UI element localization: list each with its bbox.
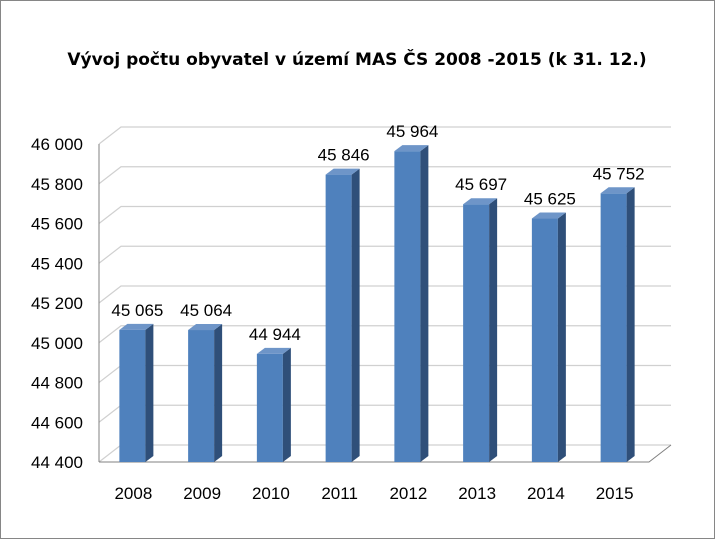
gridline: [98, 126, 671, 145]
x-tick-label: 2015: [596, 484, 634, 503]
y-tick-label: 45 200: [31, 294, 83, 313]
bar: [394, 151, 421, 462]
data-label: 45 065: [111, 301, 163, 320]
data-label: 45 697: [455, 175, 507, 194]
gridline: [98, 245, 671, 264]
y-tick-label: 44 600: [31, 413, 83, 432]
bar-side: [557, 212, 566, 462]
y-tick-label: 44 800: [31, 374, 83, 393]
bar: [463, 204, 490, 462]
y-axis-tick-labels: 44 400 44 600 44 800 45 000 45 200 45 400 45 6…: [31, 135, 83, 472]
y-tick-label: 45 400: [31, 254, 83, 273]
data-label: 44 944: [249, 325, 301, 344]
bar-side: [351, 168, 360, 463]
y-tick-label: 44 400: [31, 453, 83, 472]
gridline: [98, 205, 671, 224]
bar-side: [214, 324, 223, 462]
bar-top: [394, 145, 429, 152]
x-tick-label: 2011: [321, 484, 358, 503]
gridline: [98, 166, 671, 185]
gridline: [98, 404, 671, 423]
data-label: 45 752: [593, 164, 645, 183]
bar: [325, 174, 352, 463]
bar: [600, 193, 627, 463]
bars: [119, 145, 635, 463]
bar-side: [282, 347, 291, 462]
data-labels: 45 065 45 064 44 944 45 846 45 964 45 697 45 6…: [111, 122, 644, 344]
y-tick-label: 46 000: [31, 135, 83, 154]
bar-side: [626, 187, 635, 463]
bar-top: [463, 198, 498, 205]
x-tick-label: 2008: [114, 484, 152, 503]
bar-top: [256, 347, 291, 354]
x-axis-tick-labels: 2008 2009 2010 2011 2012 2013 2014 2015: [114, 484, 633, 503]
gridlines: [98, 126, 671, 463]
bar: [256, 353, 283, 462]
bar: [531, 218, 558, 462]
bar: [188, 330, 215, 462]
y-tick-label: 45 000: [31, 334, 83, 353]
gridline: [98, 325, 671, 344]
bar-top: [325, 168, 360, 175]
y-tick-label: 45 800: [31, 175, 83, 194]
x-tick-label: 2009: [183, 484, 221, 503]
bar-side: [145, 323, 154, 462]
x-tick-label: 2010: [252, 484, 290, 503]
gridline: [98, 364, 671, 383]
bar-top: [188, 324, 223, 331]
bar-top: [119, 323, 154, 330]
x-axis-floor: [99, 444, 672, 463]
gridline: [98, 444, 671, 463]
x-tick-label: 2013: [458, 484, 496, 503]
bar-side: [420, 145, 429, 462]
bar-side: [489, 198, 498, 462]
data-label: 45 625: [524, 190, 576, 209]
y-tick-label: 45 600: [31, 215, 83, 234]
chart-title: Vývoj počtu obyvatel v území MAS ČS 2008…: [67, 48, 646, 70]
bar-top: [600, 187, 635, 194]
x-tick-label: 2012: [389, 484, 427, 503]
x-tick-label: 2014: [527, 484, 565, 503]
data-label: 45 846: [318, 146, 370, 165]
bar-top: [531, 212, 566, 219]
data-label: 45 064: [180, 301, 232, 320]
bar: [119, 329, 146, 462]
data-label: 45 964: [386, 122, 438, 141]
